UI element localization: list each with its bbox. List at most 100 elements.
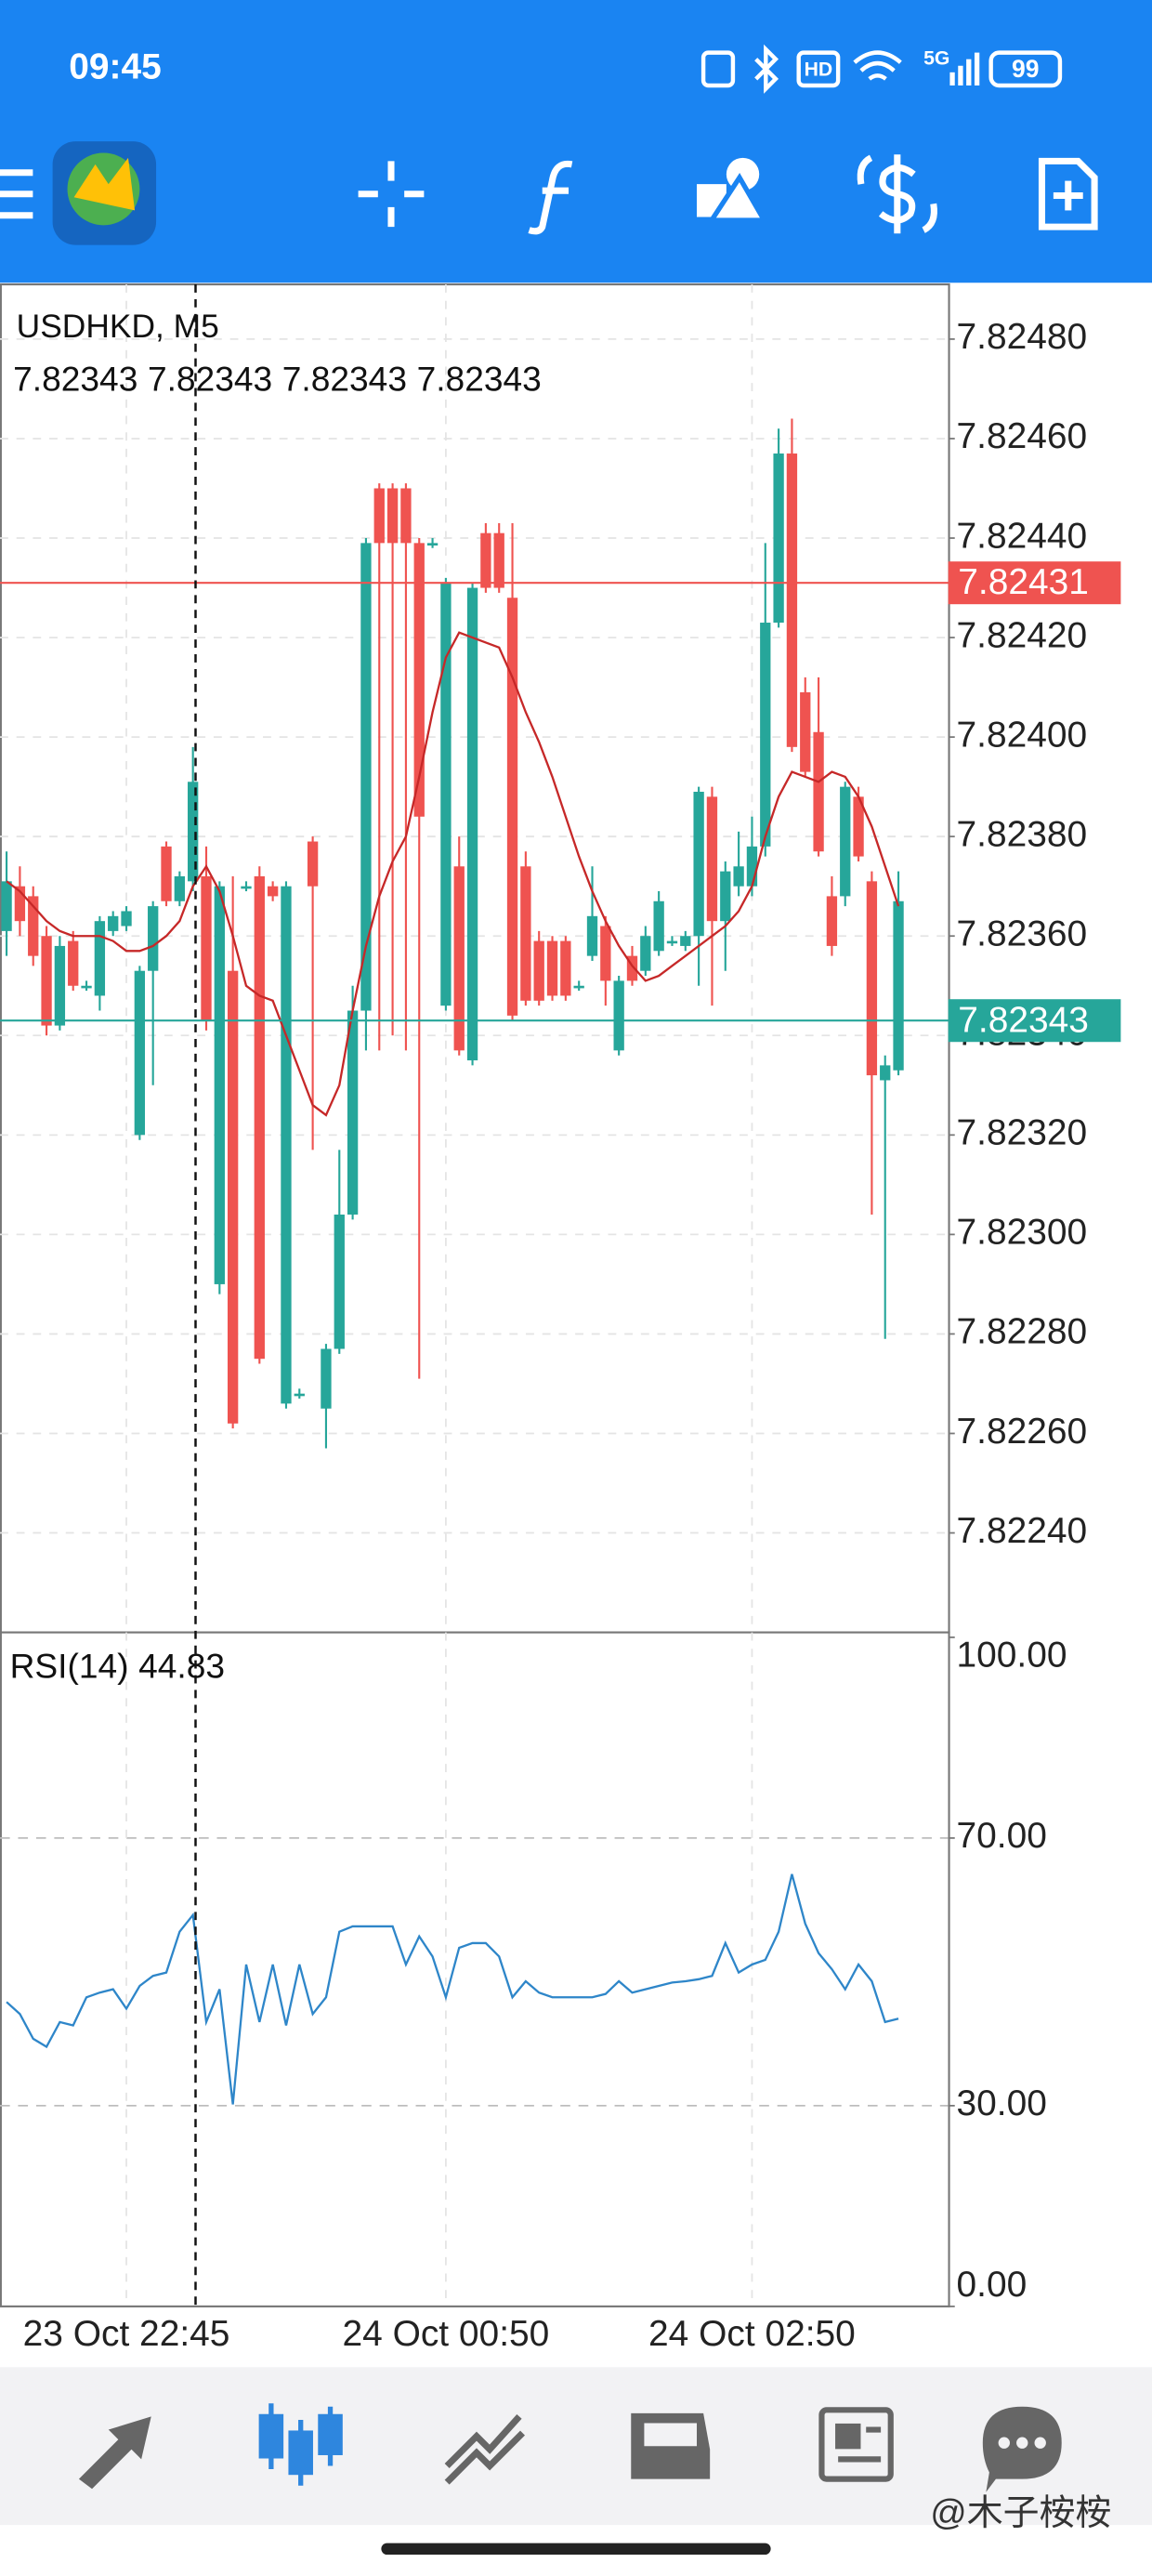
candle-body	[880, 1065, 891, 1081]
x-tick-label: 23 Oct 22:45	[23, 2314, 230, 2354]
open-readout: 7.82343	[13, 359, 137, 398]
rsi-panel	[0, 1631, 950, 2307]
battery-outline	[988, 50, 1063, 88]
candle-body	[94, 921, 106, 996]
y-tick-label: 7.82360	[957, 914, 1088, 954]
bid-label-bg	[948, 999, 1121, 1043]
tab-icon	[998, 2437, 1010, 2449]
candle-body	[600, 926, 611, 981]
candle-body	[773, 453, 784, 624]
watermark: @木子桉桉	[930, 2493, 1111, 2533]
candle-body	[733, 866, 744, 887]
candle-body	[334, 1214, 345, 1349]
chart-marks: 7.82240 7.82260 7.82280 7.82300 7.82320 7.823…	[0, 284, 1121, 2354]
app-bar	[0, 0, 1152, 283]
candle-body	[720, 871, 731, 922]
candle-body	[746, 846, 758, 887]
candle-body	[188, 782, 199, 882]
signal-bar	[974, 52, 980, 85]
bluetooth-icon	[754, 44, 779, 94]
candle-body	[533, 940, 544, 1001]
rsi-tick-label: 0.00	[957, 2265, 1028, 2305]
status-time: 09:45	[69, 47, 162, 87]
candle-body	[520, 866, 531, 1001]
tab-icon	[288, 2430, 313, 2476]
candle-body	[560, 940, 571, 996]
candle-body	[626, 955, 638, 981]
indicators-button[interactable]	[528, 160, 573, 235]
icon-arrow	[922, 203, 937, 233]
tab-icon	[444, 2430, 526, 2485]
candle-body	[307, 841, 319, 887]
new-order-button[interactable]	[1038, 157, 1098, 230]
candle-body	[586, 915, 598, 956]
objects-button[interactable]	[697, 157, 769, 223]
candle-body	[28, 896, 39, 956]
chart-tab[interactable]	[258, 2403, 343, 2486]
candle-body	[786, 453, 798, 747]
trade-button[interactable]	[857, 154, 937, 234]
icon-doc	[1038, 157, 1098, 230]
candle-body	[640, 936, 651, 971]
y-tick-label: 7.82300	[957, 1213, 1088, 1253]
trade-tab[interactable]	[444, 2414, 526, 2485]
icon-arrow	[857, 154, 873, 185]
rsi-readout: RSI(14) 44.83	[10, 1646, 225, 1685]
news-tab[interactable]	[818, 2407, 894, 2482]
candle-body	[294, 1393, 305, 1397]
candle-body	[254, 875, 265, 1360]
candle-body	[866, 881, 878, 1076]
candle-body	[241, 886, 252, 889]
quotes-tab[interactable]	[78, 2416, 151, 2490]
menu-button[interactable]	[0, 169, 33, 219]
candle-body	[148, 906, 159, 971]
candle-body	[506, 598, 518, 1016]
candle-body	[826, 896, 838, 946]
moving-average-line	[6, 631, 900, 1117]
candle-body	[68, 940, 79, 986]
y-tick-label: 7.82240	[957, 1511, 1088, 1551]
candle-body	[81, 985, 92, 989]
crosshair-button[interactable]	[358, 161, 425, 228]
app-logo[interactable]	[52, 141, 157, 245]
y-tick-label: 7.82440	[957, 516, 1088, 556]
candle-body	[108, 915, 119, 931]
candle-body	[201, 875, 212, 1021]
tab-icon	[818, 2407, 894, 2482]
y-tick-label: 7.82280	[957, 1312, 1088, 1352]
logo-shape	[73, 157, 136, 211]
candle-body	[813, 731, 824, 852]
tab-icon	[78, 2416, 151, 2490]
candle-body	[413, 543, 425, 817]
rsi-tick-label: 100.00	[957, 1635, 1067, 1675]
candle-body	[1, 881, 12, 931]
bottom-nav	[0, 2367, 1152, 2526]
candle-body	[214, 886, 225, 1284]
candle-body	[267, 886, 279, 897]
icon-triangle	[707, 172, 769, 223]
candle-body	[546, 940, 558, 996]
tab-icon	[982, 2406, 1062, 2492]
hd-box	[796, 50, 841, 88]
signal-bar	[958, 65, 963, 85]
tab-icon	[835, 2423, 861, 2450]
candle-body	[134, 970, 146, 1136]
history-tab[interactable]	[631, 2412, 711, 2479]
candle-body	[466, 587, 478, 1061]
tab-icon	[318, 2413, 343, 2455]
messages-tab[interactable]	[982, 2406, 1062, 2492]
tab-icon	[644, 2423, 698, 2447]
tab-icon	[444, 2414, 522, 2468]
candle-body	[41, 936, 52, 1026]
candle-body	[680, 936, 691, 946]
candle-body	[360, 543, 372, 1011]
candle-body	[893, 900, 904, 1071]
candle-body	[613, 980, 624, 1051]
ask-label-bg	[948, 561, 1121, 605]
y-tick-label: 7.82260	[957, 1412, 1088, 1452]
y-tick-label: 7.82320	[957, 1113, 1088, 1153]
bid-label: 7.82343	[958, 1000, 1089, 1040]
wifi-icon	[853, 50, 902, 81]
rsi-line	[6, 1873, 899, 2105]
signal-bar	[949, 72, 955, 85]
